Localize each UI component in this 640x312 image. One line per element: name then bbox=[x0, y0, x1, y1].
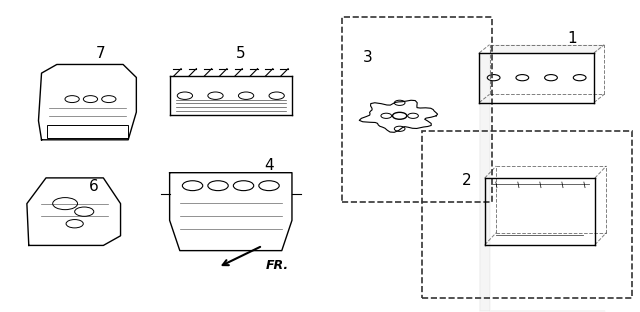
Text: 5: 5 bbox=[236, 46, 245, 61]
Bar bbox=[342, 17, 492, 202]
Text: 4: 4 bbox=[264, 158, 274, 173]
Text: 6: 6 bbox=[89, 179, 99, 194]
Text: 7: 7 bbox=[95, 46, 105, 61]
Text: 2: 2 bbox=[461, 173, 472, 188]
Bar bbox=[422, 131, 632, 298]
Text: 3: 3 bbox=[363, 50, 372, 65]
Text: FR.: FR. bbox=[266, 259, 289, 272]
Text: 1: 1 bbox=[567, 31, 577, 46]
